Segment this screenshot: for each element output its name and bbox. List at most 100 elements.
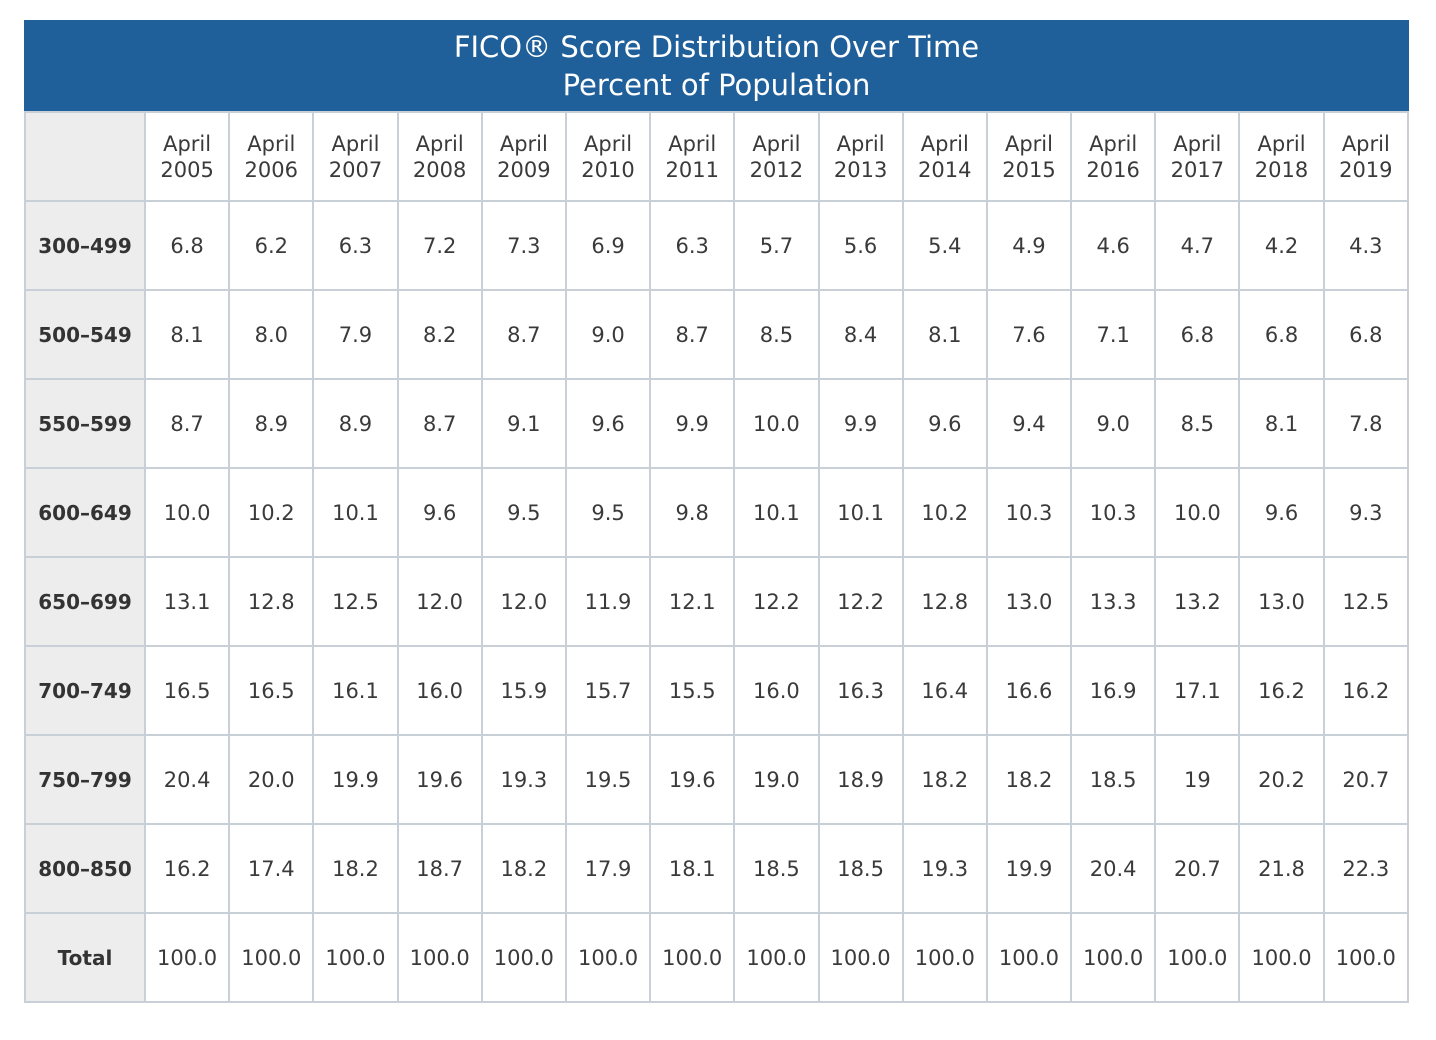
table-cell: 100.0 [817, 912, 904, 1003]
table-cell: 16.2 [1322, 645, 1410, 736]
table-cell: 19 [1154, 734, 1241, 825]
table-cell: 4.9 [985, 200, 1073, 291]
column-header: April 2011 [649, 111, 736, 202]
table-cell: 100.0 [312, 912, 399, 1003]
table-cell: 100.0 [901, 912, 988, 1003]
table-cell: 16.0 [396, 645, 483, 736]
column-header-year: 2010 [581, 157, 635, 182]
table-cell: 10.1 [817, 467, 904, 558]
column-header-month: April [331, 131, 380, 156]
table-cell: 10.3 [985, 467, 1073, 558]
table-cell: 100.0 [1070, 912, 1157, 1003]
table-cell: 19.9 [985, 823, 1073, 914]
row-label: 650–699 [24, 556, 146, 647]
column-header-month: April [163, 131, 212, 156]
column-header-year: 2018 [1254, 157, 1309, 182]
table-cell: 19.3 [480, 734, 567, 825]
table-cell: 12.5 [312, 556, 399, 647]
table-cell: 6.3 [649, 200, 736, 291]
table-cell: 12.8 [228, 556, 315, 647]
table-cell: 100.0 [228, 912, 315, 1003]
column-header: April 2009 [480, 111, 567, 202]
row-label: 750–799 [24, 734, 146, 825]
column-header-month: April [920, 131, 969, 156]
column-header: April 2019 [1322, 111, 1410, 202]
table-cell: 9.1 [480, 378, 567, 469]
table-cell: 9.9 [649, 378, 736, 469]
table-row: 750–799 20.4 20.0 19.9 19.6 19.3 19.5 19.6 19.0 1… [24, 734, 1410, 825]
table-cell: 10.0 [1154, 467, 1241, 558]
table-cell: 9.9 [817, 378, 904, 469]
column-header-month: April [1173, 131, 1222, 156]
table-cell: 12.0 [396, 556, 483, 647]
table-cell: 12.5 [1322, 556, 1410, 647]
table-cell: 8.2 [396, 289, 483, 380]
table-cell: 19.6 [396, 734, 483, 825]
table-cell: 8.7 [143, 378, 231, 469]
title-bar: FICO® Score Distribution Over Time Perce… [24, 20, 1409, 111]
table-cell: 19.6 [649, 734, 736, 825]
table-cell: 9.0 [564, 289, 652, 380]
table-cell: 9.3 [1322, 467, 1410, 558]
table-cell: 18.2 [901, 734, 988, 825]
table-cell: 22.3 [1322, 823, 1410, 914]
table-title: FICO® Score Distribution Over Time [453, 29, 980, 64]
table-cell: 13.0 [1238, 556, 1325, 647]
table-cell: 12.1 [649, 556, 736, 647]
table-cell: 11.9 [564, 556, 652, 647]
table-cell: 5.6 [817, 200, 904, 291]
table-row: 800–850 16.2 17.4 18.2 18.7 18.2 17.9 18.1 18.5 1… [24, 823, 1410, 914]
table-cell: 5.7 [733, 200, 820, 291]
column-header-month: April [1257, 131, 1306, 156]
table-cell: 19.3 [901, 823, 988, 914]
table-cell: 8.7 [480, 289, 567, 380]
table-cell: 8.9 [312, 378, 399, 469]
column-header-year: 2019 [1339, 157, 1393, 182]
table-cell: 16.5 [143, 645, 231, 736]
table-cell: 17.4 [228, 823, 315, 914]
table-cell: 12.8 [901, 556, 988, 647]
row-label: 500–549 [24, 289, 146, 380]
table-cell: 13.3 [1070, 556, 1157, 647]
column-header-year: 2016 [1086, 157, 1140, 182]
table-cell: 16.2 [143, 823, 231, 914]
header-row: April 2005 April 2006 April 2007 April 2008 Apri… [24, 111, 1410, 202]
table-cell: 13.2 [1154, 556, 1241, 647]
table-cell: 100.0 [143, 912, 231, 1003]
table-cell: 8.0 [228, 289, 315, 380]
table-cell: 5.4 [901, 200, 988, 291]
column-header-month: April [752, 131, 801, 156]
table-cell: 100.0 [649, 912, 736, 1003]
table-cell: 9.6 [1238, 467, 1325, 558]
column-header-year: 2008 [412, 157, 467, 182]
table-cell: 7.6 [985, 289, 1073, 380]
table-cell: 6.8 [1322, 289, 1410, 380]
column-header: April 2016 [1070, 111, 1157, 202]
table-cell: 16.1 [312, 645, 399, 736]
table-cell: 100.0 [733, 912, 820, 1003]
table-cell: 4.7 [1154, 200, 1241, 291]
table-cell: 19.9 [312, 734, 399, 825]
table-cell: 16.5 [228, 645, 315, 736]
table-cell: 9.6 [564, 378, 652, 469]
column-header-month: April [584, 131, 633, 156]
column-header-year: 2013 [833, 157, 888, 182]
table-cell: 12.0 [480, 556, 567, 647]
table-cell: 8.1 [1238, 378, 1325, 469]
column-header-month: April [499, 131, 548, 156]
table-cell: 8.1 [143, 289, 231, 380]
row-label: 550–599 [24, 378, 146, 469]
column-header-year: 2015 [1002, 157, 1056, 182]
table-cell: 100.0 [1238, 912, 1325, 1003]
table-cell: 15.5 [649, 645, 736, 736]
table-row: 300–499 6.8 6.2 6.3 7.2 7.3 6.9 6.3 5.7 5.6 5.4 4.9… [24, 200, 1410, 291]
table-cell: 20.4 [143, 734, 231, 825]
table-cell: 8.4 [817, 289, 904, 380]
table-row: 700–749 16.5 16.5 16.1 16.0 15.9 15.7 15.5 16.0 1… [24, 645, 1410, 736]
table-cell: 18.5 [733, 823, 820, 914]
table-cell: 19.5 [564, 734, 652, 825]
table-cell: 9.0 [1070, 378, 1157, 469]
column-header-year: 2005 [160, 157, 214, 182]
table-cell: 8.5 [1154, 378, 1241, 469]
column-header-year: 2009 [497, 157, 551, 182]
